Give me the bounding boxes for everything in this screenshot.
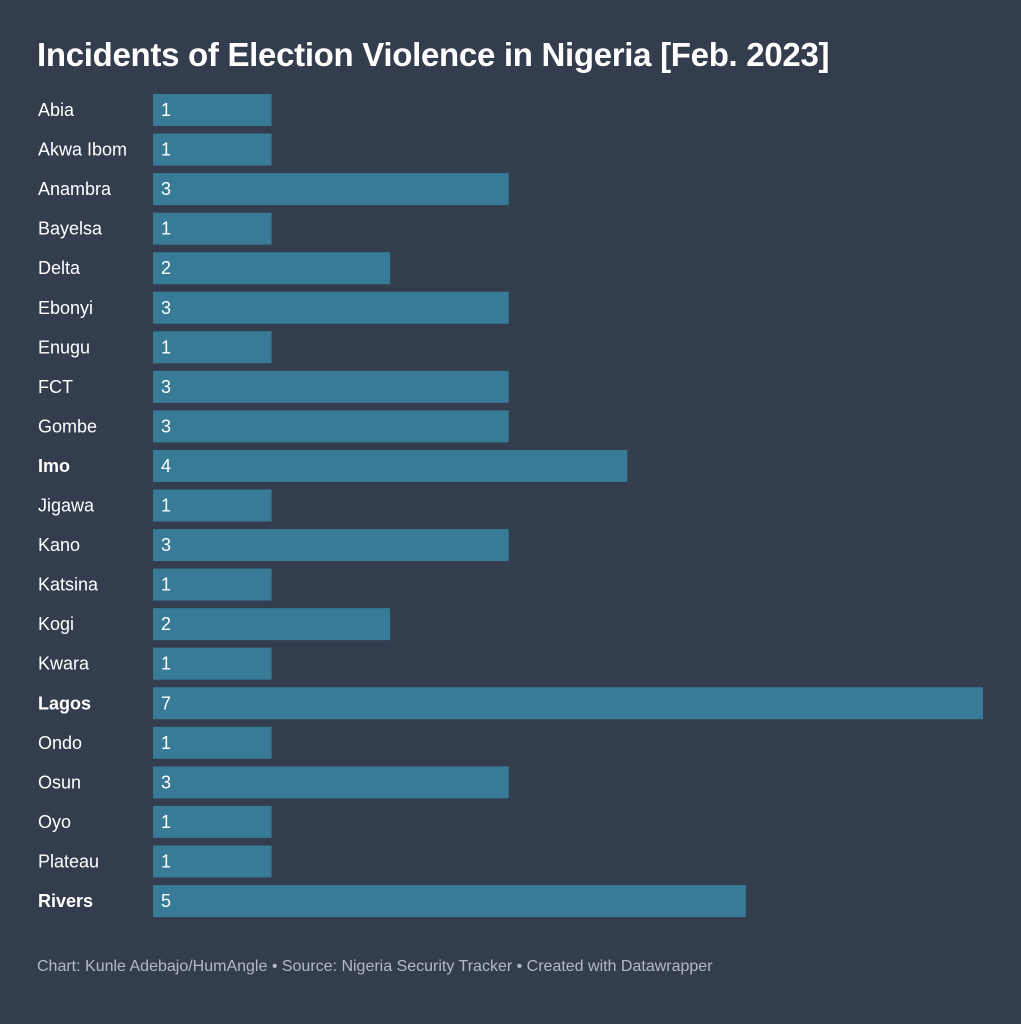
category-label: Osun xyxy=(38,772,81,792)
bar xyxy=(153,410,509,443)
category-label: Plateau xyxy=(38,851,99,871)
bar xyxy=(153,94,272,126)
category-label: Enugu xyxy=(38,337,90,357)
value-label: 2 xyxy=(161,258,171,278)
chart-title: Incidents of Election Violence in Nigeri… xyxy=(37,36,830,73)
category-label: Katsina xyxy=(38,575,99,595)
value-label: 1 xyxy=(161,733,171,753)
bar xyxy=(153,805,272,838)
category-label: Anambra xyxy=(38,179,112,199)
category-label: Kogi xyxy=(38,614,74,634)
value-label: 1 xyxy=(161,851,171,871)
bar xyxy=(153,331,272,364)
value-label: 1 xyxy=(161,575,171,595)
bar xyxy=(153,212,272,245)
category-label: Kwara xyxy=(38,654,90,674)
category-label: Lagos xyxy=(38,693,91,713)
bar xyxy=(153,133,272,166)
bar-chart: Abia 1 Akwa Ibom 1 Anambra 3 Bayelsa 1 Delta 2 Ebo… xyxy=(38,94,983,917)
category-label: Imo xyxy=(38,456,70,476)
category-label: Bayelsa xyxy=(38,219,103,239)
bar xyxy=(153,608,391,641)
bar xyxy=(153,173,509,206)
category-label: Ebonyi xyxy=(38,298,93,318)
bar xyxy=(153,726,272,759)
value-label: 4 xyxy=(161,456,171,476)
category-label: FCT xyxy=(38,377,73,397)
bar xyxy=(153,529,509,562)
bar xyxy=(153,885,746,917)
category-label: Akwa Ibom xyxy=(38,140,127,160)
value-label: 1 xyxy=(161,654,171,674)
category-label: Rivers xyxy=(38,891,93,911)
bar xyxy=(153,489,272,522)
value-label: 1 xyxy=(161,812,171,832)
value-label: 1 xyxy=(161,496,171,516)
category-label: Ondo xyxy=(38,733,82,753)
value-label: 1 xyxy=(161,100,171,120)
bar xyxy=(153,766,509,799)
category-label: Oyo xyxy=(38,812,71,832)
value-label: 3 xyxy=(161,772,171,792)
chart-footer: Chart: Kunle Adebajo/HumAngle • Source: … xyxy=(37,958,713,975)
value-label: 7 xyxy=(161,693,171,713)
category-label: Jigawa xyxy=(38,496,95,516)
value-label: 3 xyxy=(161,179,171,199)
value-label: 3 xyxy=(161,535,171,555)
bar xyxy=(153,647,272,680)
value-label: 1 xyxy=(161,140,171,160)
bar xyxy=(153,449,628,482)
category-label: Abia xyxy=(38,100,75,120)
bar xyxy=(153,252,391,285)
category-label: Gombe xyxy=(38,416,97,436)
bar xyxy=(153,568,272,601)
value-label: 3 xyxy=(161,377,171,397)
bar xyxy=(153,291,509,324)
bar xyxy=(153,845,272,878)
value-label: 5 xyxy=(161,891,171,911)
bar xyxy=(153,687,983,720)
value-label: 1 xyxy=(161,219,171,239)
value-label: 3 xyxy=(161,416,171,436)
bar xyxy=(153,370,509,403)
value-label: 2 xyxy=(161,614,171,634)
value-label: 1 xyxy=(161,337,171,357)
value-label: 3 xyxy=(161,298,171,318)
category-label: Delta xyxy=(38,258,81,278)
category-label: Kano xyxy=(38,535,80,555)
